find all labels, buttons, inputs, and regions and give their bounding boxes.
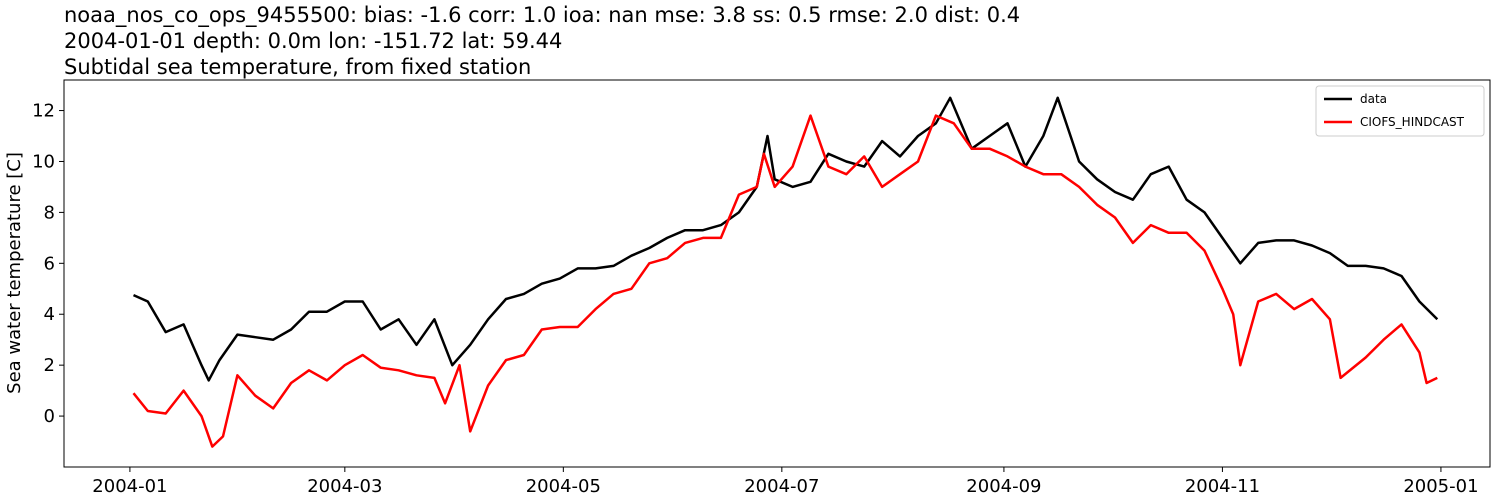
y-tick-label: 8 <box>44 202 55 223</box>
chart-title: noaa_nos_co_ops_9455500: bias: -1.6 corr… <box>64 3 1020 28</box>
data-line <box>132 96 1439 382</box>
y-tick-label: 6 <box>44 253 55 274</box>
y-tick-label: 0 <box>44 406 55 427</box>
x-tick-label: 2004-05 <box>526 476 601 497</box>
x-tick-label: 2004-03 <box>307 476 382 497</box>
chart-title: 2004-01-01 depth: 0.0m lon: -151.72 lat:… <box>64 29 562 53</box>
x-tick-label: 2005-01 <box>1403 476 1478 497</box>
chart-title: Subtidal sea temperature, from fixed sta… <box>64 55 531 79</box>
y-tick-label: 2 <box>44 355 55 376</box>
x-tick-label: 2004-01 <box>92 476 167 497</box>
legend-box <box>1315 85 1485 137</box>
plot-frame <box>63 79 1491 468</box>
x-tick-label: 2004-11 <box>1185 476 1260 497</box>
x-tick-label: 2004-07 <box>744 476 819 497</box>
x-tick-label: 2004-09 <box>966 476 1041 497</box>
y-tick-label: 10 <box>32 151 55 172</box>
data-line <box>132 114 1438 448</box>
legend-label: CIOFS_HINDCAST <box>1360 115 1465 129</box>
legend-label: data <box>1360 92 1387 106</box>
y-tick-label: 12 <box>32 101 55 122</box>
y-tick-label: 4 <box>44 304 55 325</box>
y-axis-label: Sea water temperature [C] <box>4 152 25 394</box>
